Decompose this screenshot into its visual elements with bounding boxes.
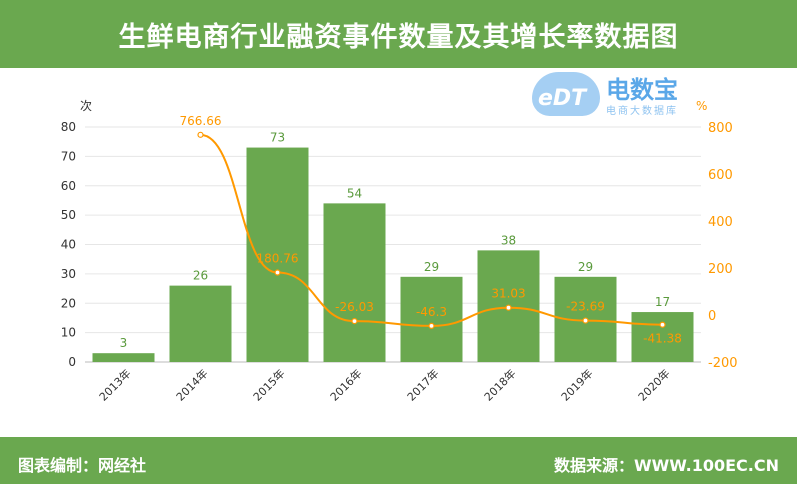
bar-value-label: 26 — [193, 269, 208, 283]
growth-point — [274, 269, 281, 276]
x-tick-label: 2019年 — [558, 366, 595, 403]
x-tick-label: 2018年 — [481, 366, 518, 403]
x-tick-label: 2014年 — [173, 366, 210, 403]
growth-point — [428, 322, 435, 329]
growth-point — [197, 131, 204, 138]
x-tick-label: 2015年 — [250, 366, 287, 403]
y2-tick-label: 200 — [708, 262, 733, 277]
footer: 图表编制：网经社 数据来源：WWW.100EC.CN — [0, 437, 797, 484]
y-tick-label: 20 — [61, 296, 76, 310]
y-tick-label: 70 — [61, 149, 76, 163]
growth-point — [659, 321, 666, 328]
y-tick-label: 40 — [61, 238, 76, 252]
logo-sub: 电商大数据库 — [606, 106, 678, 117]
footer-credit: 图表编制：网经社 — [18, 456, 147, 475]
bar-value-label: 29 — [578, 260, 593, 274]
bar — [631, 312, 694, 362]
growth-value-label: -46.3 — [416, 305, 447, 319]
y-axis-label: 次 — [80, 99, 92, 113]
growth-value-label: -23.69 — [566, 300, 605, 314]
logo: eDT 电数宝 电商大数据库 — [530, 70, 690, 122]
x-tick-label: 2016年 — [327, 366, 364, 403]
growth-point — [582, 317, 589, 324]
y2-tick-label: 800 — [708, 121, 733, 136]
growth-value-label: 31.03 — [491, 287, 525, 301]
y2-tick-label: 400 — [708, 215, 733, 230]
y2-tick-label: 0 — [708, 309, 716, 324]
x-tick-label: 2013年 — [96, 366, 133, 403]
footer-source: 数据来源：WWW.100EC.CN — [553, 456, 779, 475]
chart-title: 生鲜电商行业融资事件数量及其增长率数据图 — [0, 0, 797, 68]
growth-value-label: -41.38 — [643, 332, 682, 346]
y-tick-label: 10 — [61, 326, 76, 340]
growth-value-label: 180.76 — [257, 252, 299, 266]
y-tick-label: 30 — [61, 267, 76, 281]
growth-value-label: -26.03 — [335, 300, 374, 314]
logo-mark: eDT — [538, 86, 587, 111]
y-tick-label: 50 — [61, 208, 76, 222]
bar-value-label: 3 — [120, 336, 128, 350]
y2-axis-label: % — [696, 99, 707, 113]
growth-point — [351, 318, 358, 325]
bar-value-label: 17 — [655, 295, 670, 309]
bar — [400, 276, 463, 362]
y2-tick-label: -200 — [708, 356, 738, 371]
chart: 0 10 20 30 40 50 60 70 80 -200 0 200 400 600 800 次 % 3 201… — [61, 99, 738, 404]
y-tick-label: 60 — [61, 179, 76, 193]
growth-point — [505, 304, 512, 311]
bar-value-label: 73 — [270, 131, 285, 145]
bar — [169, 285, 232, 362]
x-tick-label: 2020年 — [635, 366, 672, 403]
bar — [323, 203, 386, 362]
bar — [92, 353, 155, 362]
bar-value-label: 29 — [424, 260, 439, 274]
cloud-icon — [532, 72, 600, 116]
x-tick-label: 2017年 — [404, 366, 441, 403]
y-tick-label: 80 — [61, 120, 76, 134]
logo-name: 电数宝 — [606, 76, 678, 104]
bar-value-label: 38 — [501, 233, 516, 247]
y2-tick-label: 600 — [708, 168, 733, 183]
growth-value-label: 766.66 — [180, 114, 222, 128]
bar-value-label: 54 — [347, 186, 362, 200]
y-tick-label: 0 — [68, 355, 76, 369]
